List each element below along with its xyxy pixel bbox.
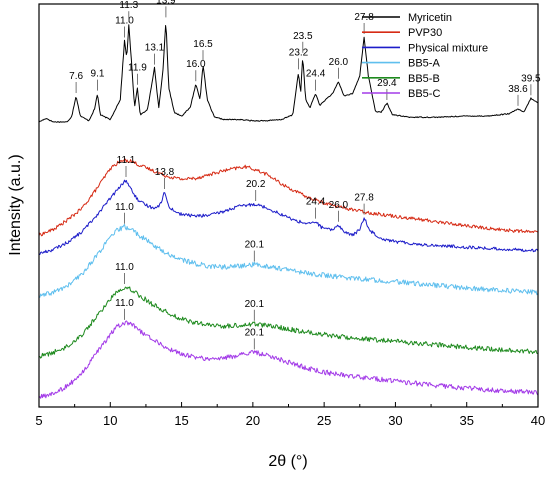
x-tick-label: 25 (317, 413, 331, 428)
trace-layer (38, 24, 539, 399)
peak-label: 20.1 (245, 240, 265, 251)
peak-label: 26.0 (329, 200, 349, 211)
peak-label: 11.0 (115, 298, 134, 309)
peak-label: 20.1 (245, 327, 265, 338)
peak-label: 11.0 (115, 16, 134, 27)
x-tick-label: 40 (531, 413, 545, 428)
x-tick-label: 5 (35, 413, 42, 428)
peak-label: 9.1 (91, 69, 105, 80)
peak-label: 20.2 (246, 179, 266, 190)
peak-label: 13.8 (155, 167, 175, 178)
x-axis-title: 2θ (°) (268, 453, 307, 470)
legend-label: BB5-B (408, 73, 440, 85)
peak-label: 20.1 (245, 299, 265, 310)
series-line-bb5-a (38, 223, 539, 298)
legend-label: Physical mixture (408, 42, 488, 54)
peak-label: 23.2 (289, 47, 309, 58)
peak-label: 11.3 (119, 0, 138, 11)
peak-label: 29.4 (377, 78, 397, 89)
x-tick-label: 10 (103, 413, 117, 428)
peak-label: 16.5 (193, 39, 213, 50)
peak-label: 24.4 (306, 197, 326, 208)
peak-label: 24.4 (306, 69, 326, 80)
x-axis: 5 10 15 20 25 30 35 40 (35, 402, 545, 428)
x-tick-label: 20 (246, 413, 260, 428)
peak-label: 16.0 (186, 59, 206, 70)
series-line-bb5-b (38, 286, 538, 359)
peak-label: 11.0 (115, 262, 134, 273)
x-tick-label: 15 (174, 413, 188, 428)
series-line-myricetin (38, 24, 538, 123)
peak-label: 7.6 (69, 71, 83, 82)
legend-label: PVP30 (408, 27, 442, 39)
peak-label-layer: 7.6 9.1 11.0 11.3 11.9 13.1 13.9 16.0 16.5 23.2 23… (69, 0, 541, 350)
series-line-bb5-c (38, 320, 539, 399)
peak-label: 13.9 (156, 0, 176, 6)
x-tick-label: 30 (388, 413, 402, 428)
peak-label: 11.9 (128, 63, 147, 74)
series-line-physical-mixture (38, 179, 539, 255)
y-axis-title: Intensity (a.u.) (7, 154, 24, 255)
peak-label: 23.5 (293, 31, 313, 42)
legend-label: Myricetin (408, 12, 452, 24)
peak-label: 39.5 (521, 73, 541, 84)
peak-label: 11.0 (115, 202, 134, 213)
peak-label: 11.1 (117, 155, 136, 166)
legend-label: BB5-A (408, 58, 440, 70)
x-tick-label: 35 (459, 413, 473, 428)
peak-label: 13.1 (145, 43, 165, 54)
legend: Myricetin PVP30 Physical mixture BB5-A BB5-B… (362, 12, 488, 100)
peak-label: 38.6 (508, 84, 528, 95)
peak-label: 27.8 (354, 193, 374, 204)
legend-label: BB5-C (408, 88, 440, 100)
series-line-pvp30 (38, 158, 538, 237)
peak-label: 26.0 (329, 57, 349, 68)
